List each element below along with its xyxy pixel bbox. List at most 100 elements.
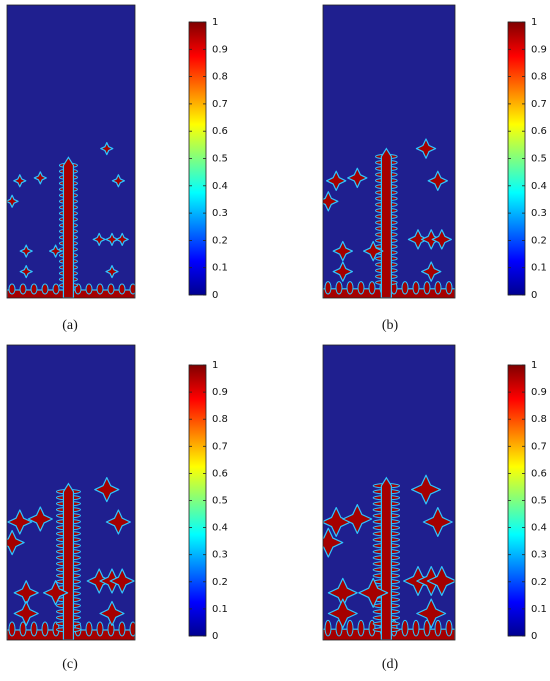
crystal <box>105 509 131 535</box>
panel-label: (d) <box>382 657 399 672</box>
colorbar-tick-label: 0.6 <box>531 126 547 137</box>
crystal <box>431 229 452 250</box>
trunk <box>62 482 75 640</box>
colorbar-tick-label: 0.3 <box>531 208 547 219</box>
trunk <box>380 476 392 640</box>
base-bump <box>423 281 431 295</box>
colorbar-tick-label: 0.6 <box>212 126 228 137</box>
panel: 0 0.1 0.2 0.3 0.4 0.5 0.6 0.7 0.8 0.9 1 (c) <box>6 344 228 672</box>
panel: 0 0.1 0.2 0.3 0.4 0.5 0.6 0.7 0.8 0.9 1 (b) <box>322 4 547 333</box>
base-bump <box>107 283 115 295</box>
field-image <box>323 474 455 640</box>
panel-label: (b) <box>382 318 399 333</box>
base-bump <box>445 281 453 295</box>
colorbar-tick-label: 0.1 <box>531 263 547 274</box>
crystal <box>327 598 358 629</box>
base-bump <box>346 281 354 295</box>
base-bump <box>30 283 38 295</box>
crystal <box>109 568 135 594</box>
base-bump <box>96 283 104 295</box>
base-bump <box>357 619 365 637</box>
field-frame <box>6 4 136 299</box>
panel-label: (a) <box>62 318 78 333</box>
crystal <box>13 600 39 627</box>
base-bump <box>434 619 442 637</box>
base-bump <box>8 621 16 637</box>
base-bump <box>96 621 104 637</box>
colorbar-tick-label: 0.9 <box>212 387 228 398</box>
crystal <box>421 261 442 282</box>
crystal <box>94 477 120 503</box>
colorbar-tick-label: 0.4 <box>212 181 228 192</box>
panel: 0 0.1 0.2 0.3 0.4 0.5 0.6 0.7 0.8 0.9 1 (d) <box>322 344 547 672</box>
base-bump <box>129 283 135 295</box>
base-bump <box>118 283 126 295</box>
base-bump <box>324 281 332 295</box>
field-image <box>7 477 135 640</box>
base-bump <box>19 283 27 295</box>
colorbar-tick-label: 0.5 <box>531 154 547 165</box>
base-bump <box>412 619 420 637</box>
colorbar-tick-label: 0.9 <box>531 387 547 398</box>
crystal <box>363 240 384 262</box>
colorbar-tick-label: 0.1 <box>531 604 547 615</box>
crystal <box>332 240 353 262</box>
colorbar-tick-label: 0.3 <box>531 550 547 561</box>
field-frame <box>6 344 136 641</box>
colorbar-tick-label: 0.5 <box>531 496 547 507</box>
base-bump <box>85 283 93 295</box>
crystal <box>7 509 33 535</box>
crystal <box>326 170 347 191</box>
colorbar-tick-label: 0.7 <box>212 99 228 110</box>
crystal <box>19 265 33 279</box>
colorbar-tick-label: 0.7 <box>212 441 228 452</box>
field-frame <box>322 344 456 641</box>
crystal <box>411 474 441 505</box>
base-bump <box>445 619 453 637</box>
colorbar-tick-label: 0.8 <box>212 72 228 83</box>
colorbar-tick-label: 0.2 <box>212 235 228 246</box>
colorbar-tick-label: 1 <box>531 360 537 371</box>
base-bump <box>401 619 409 637</box>
colorbar-tick-label: 0.2 <box>531 235 547 246</box>
crystal <box>100 142 114 156</box>
base-bump <box>412 281 420 295</box>
colorbar-tick-label: 0.2 <box>212 577 228 588</box>
field-image <box>323 138 455 298</box>
crystal <box>342 504 373 535</box>
colorbar-tick-label: 0 <box>531 631 537 642</box>
colorbar-tick-label: 0.6 <box>212 468 228 479</box>
panel: 0 0.1 0.2 0.3 0.4 0.5 0.6 0.7 0.8 0.9 1 (a) <box>6 4 228 333</box>
colorbar-tick-label: 1 <box>531 17 537 28</box>
base-bump <box>8 283 16 295</box>
colorbar-tick-label: 0.3 <box>212 208 228 219</box>
base-bump <box>129 621 135 637</box>
trunk <box>380 147 392 298</box>
base-bump <box>118 621 126 637</box>
colorbar-tick-label: 0 <box>212 290 218 301</box>
crystal <box>426 565 455 597</box>
colorbar-tick-label: 0.8 <box>531 414 547 425</box>
colorbar-tick-label: 0.9 <box>212 44 228 55</box>
crystal <box>105 232 119 246</box>
crystal <box>92 232 106 246</box>
colorbar-tick-label: 1 <box>212 17 218 28</box>
colorbar-tick-label: 0.1 <box>212 263 228 274</box>
crystal <box>99 600 125 627</box>
base-bump <box>41 621 49 637</box>
crystal <box>111 174 126 188</box>
base-bump <box>85 621 93 637</box>
colorbar-tick-label: 0.5 <box>212 154 228 165</box>
crystal <box>407 229 429 250</box>
colorbar-tick-label: 0.5 <box>212 496 228 507</box>
crystal <box>415 138 437 159</box>
crystal <box>48 244 63 258</box>
base-bump <box>30 621 38 637</box>
trunk <box>62 156 75 298</box>
base-bump <box>368 281 376 295</box>
base-bump <box>19 621 27 637</box>
base-bump <box>324 619 332 637</box>
crystal <box>33 171 47 185</box>
colorbar-tick-label: 0.8 <box>531 72 547 83</box>
panel-label: (c) <box>62 657 78 672</box>
